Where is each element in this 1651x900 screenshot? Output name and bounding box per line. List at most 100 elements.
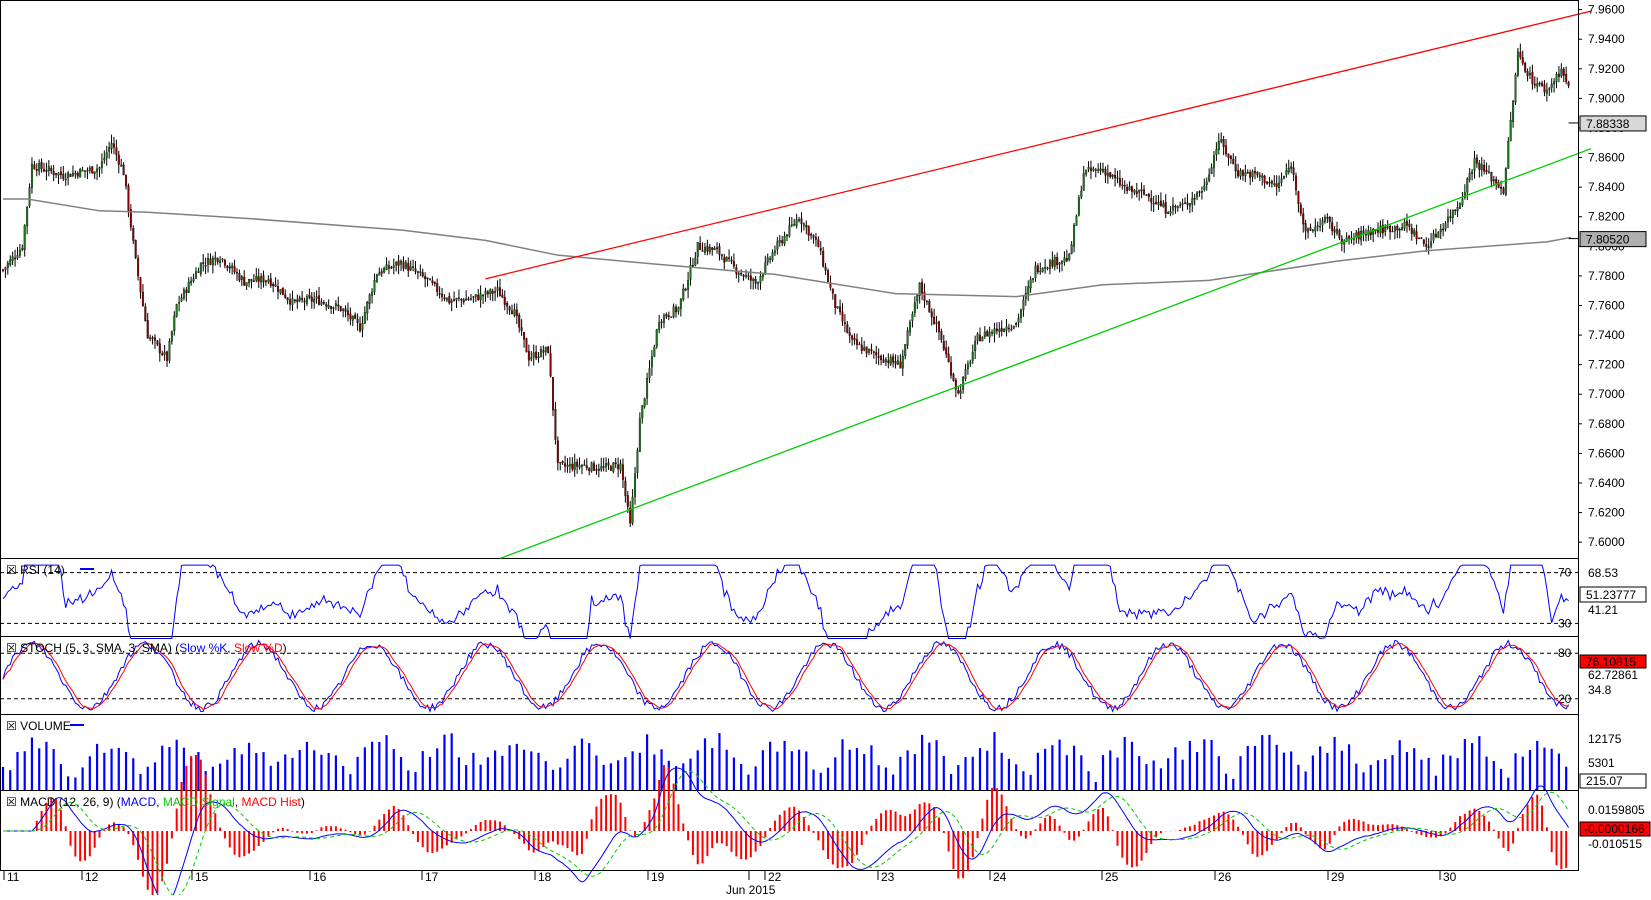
candle-body — [991, 332, 994, 334]
candle-body — [170, 331, 173, 342]
candle-body — [467, 298, 470, 300]
candle-body — [530, 357, 533, 360]
candle-body — [156, 340, 159, 345]
candle-body — [600, 466, 603, 470]
candle-body — [286, 297, 289, 301]
candle-body — [1007, 327, 1010, 330]
candle-body — [662, 315, 665, 323]
candle-body — [91, 166, 94, 174]
candle-body — [916, 295, 919, 302]
candle-body — [1509, 120, 1512, 141]
candle-body — [578, 465, 581, 468]
candle-body — [1434, 233, 1437, 238]
candle-body — [180, 297, 183, 302]
candle-body — [1512, 100, 1515, 122]
candle-body — [1446, 216, 1449, 223]
candle-body — [346, 310, 349, 316]
stoch-d-line — [2, 642, 1569, 711]
stoch-panel: 80 20 ☒ STOCH (5, 3, SMA, 3, SMA) (Slow %K… — [0, 639, 1647, 713]
candle-body — [1222, 139, 1225, 148]
candle-body — [981, 337, 984, 342]
candle-body — [988, 331, 991, 338]
candle-body — [1200, 191, 1203, 193]
candle-body — [1000, 327, 1003, 332]
candle-body — [248, 279, 251, 284]
candle-body — [1171, 204, 1174, 211]
candle-body — [1208, 174, 1211, 181]
candle-body — [1567, 82, 1570, 86]
candle-body — [366, 301, 369, 314]
candle-body — [351, 316, 354, 321]
candle-body — [9, 259, 12, 265]
candle-body — [450, 300, 453, 303]
candle-body — [1550, 83, 1553, 88]
candle-body — [1227, 153, 1230, 158]
candle-body — [713, 248, 716, 251]
candle-body — [966, 363, 969, 369]
candle-body — [655, 329, 658, 347]
candle-body — [392, 265, 395, 268]
candle-body — [1061, 260, 1063, 264]
candle-body — [703, 247, 706, 253]
candle-body — [1085, 169, 1088, 175]
candle-body — [163, 351, 166, 355]
candle-body — [125, 174, 128, 187]
candle-body — [235, 272, 238, 274]
candle-body — [532, 352, 535, 358]
candle-body — [151, 337, 154, 340]
candle-body — [1304, 223, 1307, 232]
month-label: Jun 2015 — [726, 883, 776, 895]
candle-body — [670, 316, 673, 318]
candle-body — [293, 299, 296, 302]
candle-body — [214, 257, 217, 260]
candle-body — [1466, 178, 1469, 193]
candle-body — [69, 174, 72, 177]
candle-body — [547, 346, 550, 354]
candle-body — [740, 272, 743, 275]
candle-body — [978, 334, 981, 342]
candle-body — [342, 309, 345, 311]
candle-body — [267, 279, 270, 282]
candle-body — [305, 296, 308, 304]
candle-body — [1032, 278, 1035, 280]
candle-body — [62, 173, 65, 179]
candle-body — [723, 257, 726, 263]
candle-body — [1130, 186, 1133, 192]
candle-body — [744, 275, 747, 277]
candle-body — [1336, 229, 1339, 234]
candle-body — [870, 349, 873, 351]
candle-body — [308, 295, 311, 298]
candle-body — [117, 154, 120, 165]
candle-body — [1468, 173, 1471, 180]
candle-body — [21, 248, 24, 250]
candle-body — [1531, 72, 1534, 84]
candle-body — [1524, 62, 1527, 72]
candle-body — [88, 167, 91, 171]
candle-body — [491, 290, 494, 294]
candle-body — [894, 361, 897, 365]
candle-body — [742, 274, 745, 277]
candle-body — [1307, 228, 1310, 233]
candle-body — [1162, 203, 1165, 207]
candle-body — [303, 300, 306, 303]
candle-body — [1041, 267, 1044, 272]
candle-body — [1164, 202, 1167, 214]
candle-body — [1111, 175, 1114, 177]
candle-body — [602, 466, 605, 468]
candle-body — [489, 289, 492, 294]
candle-body — [484, 290, 487, 295]
candle-body — [1331, 222, 1334, 231]
candle-body — [378, 272, 381, 276]
candle-body — [1116, 177, 1119, 179]
candle-body — [1053, 256, 1056, 267]
candle-body — [1323, 216, 1326, 223]
candle-body — [1128, 186, 1131, 191]
candle-body — [50, 167, 53, 171]
candle-body — [1526, 71, 1529, 77]
candle-body — [182, 289, 185, 299]
candle-body — [284, 294, 287, 298]
candle-body — [486, 291, 489, 295]
candle-body — [1287, 167, 1290, 173]
candle-body — [1408, 223, 1411, 227]
candle-body — [252, 280, 255, 282]
